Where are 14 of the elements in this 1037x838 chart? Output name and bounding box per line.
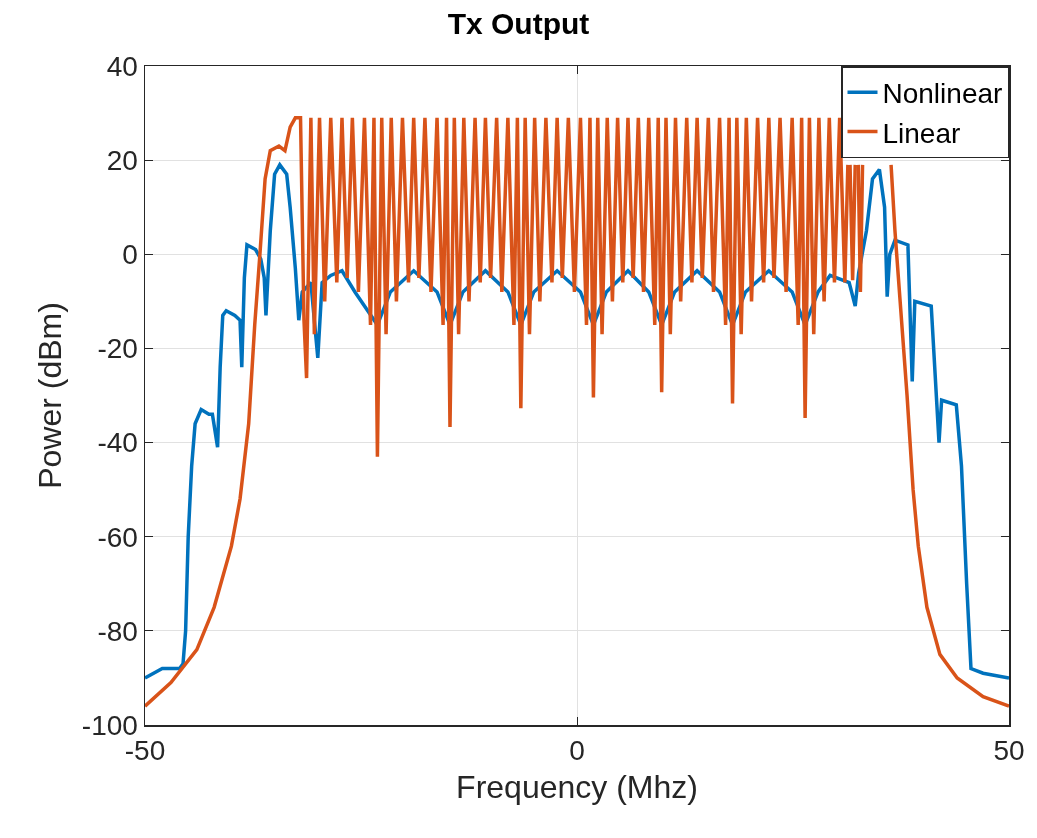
chart-title: Tx Output (447, 6, 590, 40)
x-axis-title: Frequency (Mhz) (456, 768, 698, 805)
x-tick-label: 0 (569, 735, 585, 767)
y-tick-label: 40 (106, 50, 138, 82)
y-axis-title: Power (dBm) (32, 302, 69, 489)
y-tick-label: 20 (106, 144, 138, 176)
x-tick-label: 50 (993, 735, 1025, 767)
y-tick-label: -80 (97, 615, 138, 647)
legend-label: Linear (882, 117, 961, 149)
y-tick-label: 0 (122, 239, 138, 271)
legend-label: Nonlinear (882, 78, 1003, 110)
y-tick-label: -40 (97, 427, 138, 459)
y-tick-label: -20 (97, 333, 138, 365)
y-tick-label: -60 (97, 521, 138, 553)
